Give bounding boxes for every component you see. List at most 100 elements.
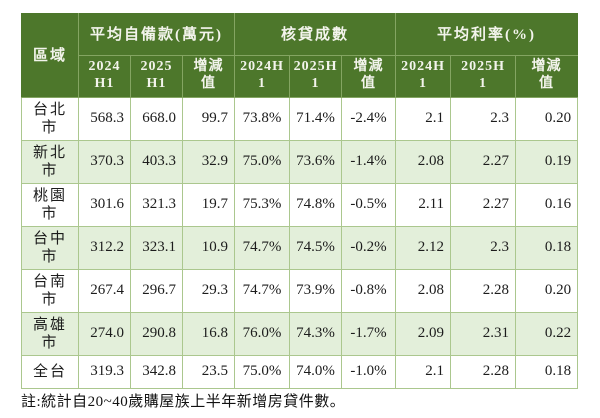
value-cell: 23.5: [181, 354, 236, 389]
header-cell: 2025 H1: [130, 54, 183, 98]
header-sub-label: 2024 H1: [88, 59, 121, 91]
region-cell: 台中 市: [21, 225, 79, 270]
value-cell: -0.8%: [341, 268, 397, 313]
value-cell: 0.18: [515, 354, 579, 389]
header-sub-label: 增減 值: [531, 59, 562, 91]
region-cell: 桃園 市: [21, 182, 79, 227]
header-cell: 增減 值: [341, 54, 397, 98]
region-label: 全台: [32, 363, 67, 380]
value-cell: 75.0%: [234, 139, 291, 184]
value-cell: 2.12: [395, 225, 452, 270]
value-cell: 2.1: [395, 96, 452, 141]
value-cell: 0.22: [515, 311, 579, 356]
region-cell: 全台: [21, 354, 79, 389]
header-group-downpayment: 平均自備款(萬元): [77, 13, 236, 56]
header-sub-label: 增減 值: [193, 59, 224, 91]
header-sub-label: 2024H 1: [401, 59, 445, 91]
header-cell: 2025H 1: [450, 54, 517, 98]
value-cell: 2.31: [450, 311, 517, 356]
value-cell: 74.8%: [289, 182, 343, 227]
region-label: 新北 市: [32, 144, 67, 179]
value-cell: 321.3: [130, 182, 183, 227]
value-cell: -1.7%: [341, 311, 397, 356]
region-label: 桃園 市: [32, 187, 67, 222]
loan-stats-table: 區域 平均自備款(萬元) 核貸成數 平均利率(%) 2024 H1 2025 H…: [21, 13, 579, 389]
value-cell: 29.3: [181, 268, 236, 313]
header-cell-region: 區域: [21, 13, 79, 98]
header-sub-row: 2024 H1 2025 H1 增減 值 2024H 1 2025H 1 增減 …: [22, 54, 579, 98]
value-cell: 267.4: [78, 268, 131, 313]
value-cell: -1.0%: [341, 354, 397, 389]
value-cell: 2.09: [395, 311, 452, 356]
header-cell: 增減 值: [181, 54, 236, 98]
header-group-loan-ratio: 核貸成數: [234, 13, 397, 56]
region-label: 台南 市: [32, 273, 67, 308]
value-cell: 99.7: [181, 96, 236, 141]
value-cell: -0.5%: [341, 182, 397, 227]
header-cell: 2025H 1: [289, 54, 343, 98]
table-row: 台南 市 267.4 296.7 29.3 74.7% 73.9% -0.8% 2.08 2.2…: [21, 268, 579, 313]
value-cell: -2.4%: [341, 96, 397, 141]
value-cell: 0.20: [515, 268, 579, 313]
table-row: 高雄 市 274.0 290.8 16.8 76.0% 74.3% -1.7% 2.09 2.3…: [21, 311, 579, 356]
value-cell: 2.28: [450, 268, 517, 313]
region-label: 台北 市: [32, 101, 67, 136]
table-header: 區域 平均自備款(萬元) 核貸成數 平均利率(%) 2024 H1 2025 H…: [21, 13, 579, 98]
value-cell: 370.3: [78, 139, 131, 184]
value-cell: 32.9: [181, 139, 236, 184]
header-cell: 2024 H1: [78, 54, 131, 98]
table-row: 新北 市 370.3 403.3 32.9 75.0% 73.6% -1.4% 2.08 2.2…: [21, 139, 579, 184]
header-sub-label: 2025H 1: [461, 59, 505, 91]
header-sub-label: 增減 值: [353, 59, 384, 91]
value-cell: 312.2: [78, 225, 131, 270]
table-row: 全台 319.3 342.8 23.5 75.0% 74.0% -1.0% 2.1 2.28 0.…: [21, 354, 579, 389]
value-cell: 74.0%: [289, 354, 343, 389]
header-sub-label: 2025H 1: [293, 59, 338, 91]
value-cell: -1.4%: [341, 139, 397, 184]
value-cell: 403.3: [130, 139, 183, 184]
value-cell: 668.0: [130, 96, 183, 141]
region-cell: 台南 市: [21, 268, 79, 313]
value-cell: 71.4%: [289, 96, 343, 141]
value-cell: 2.08: [395, 139, 452, 184]
value-cell: 76.0%: [234, 311, 291, 356]
header-group-row: 區域 平均自備款(萬元) 核貸成數 平均利率(%): [21, 13, 579, 98]
value-cell: 73.8%: [234, 96, 291, 141]
value-cell: 2.1: [395, 354, 452, 389]
value-cell: 2.3: [450, 96, 517, 141]
footnote: 註:統計自20~40歲購屋族上半年新增房貸件數。: [21, 394, 346, 410]
table-row: 台北 市 568.3 668.0 99.7 73.8% 71.4% -2.4% 2.1 2.3 0…: [21, 96, 579, 141]
value-cell: 73.6%: [289, 139, 343, 184]
value-cell: 0.16: [515, 182, 579, 227]
value-cell: 2.28: [450, 354, 517, 389]
region-cell: 台北 市: [21, 96, 79, 141]
value-cell: 74.3%: [289, 311, 343, 356]
header-cell: 2024H 1: [234, 54, 291, 98]
value-cell: 568.3: [78, 96, 131, 141]
value-cell: 301.6: [78, 182, 131, 227]
table-body: 台北 市 568.3 668.0 99.7 73.8% 71.4% -2.4% 2.1 2.3 0…: [21, 96, 579, 389]
header-cell: 增減 值: [515, 54, 579, 98]
header-sub-label: 2025 H1: [140, 59, 173, 91]
value-cell: 0.20: [515, 96, 579, 141]
value-cell: 75.0%: [234, 354, 291, 389]
value-cell: 74.5%: [289, 225, 343, 270]
value-cell: 290.8: [130, 311, 183, 356]
table-row: 桃園 市 301.6 321.3 19.7 75.3% 74.8% -0.5% 2.11 2.2…: [21, 182, 579, 227]
header-cell: 2024H 1: [395, 54, 452, 98]
value-cell: 2.11: [395, 182, 452, 227]
header-group-interest-rate: 平均利率(%): [395, 13, 579, 56]
region-label: 台中 市: [32, 230, 67, 265]
value-cell: 323.1: [130, 225, 183, 270]
value-cell: 19.7: [181, 182, 236, 227]
value-cell: 10.9: [181, 225, 236, 270]
value-cell: 2.08: [395, 268, 452, 313]
value-cell: 319.3: [78, 354, 131, 389]
value-cell: 74.7%: [234, 225, 291, 270]
value-cell: 0.19: [515, 139, 579, 184]
region-label: 高雄 市: [32, 316, 67, 351]
value-cell: -0.2%: [341, 225, 397, 270]
region-cell: 新北 市: [21, 139, 79, 184]
value-cell: 296.7: [130, 268, 183, 313]
value-cell: 342.8: [130, 354, 183, 389]
